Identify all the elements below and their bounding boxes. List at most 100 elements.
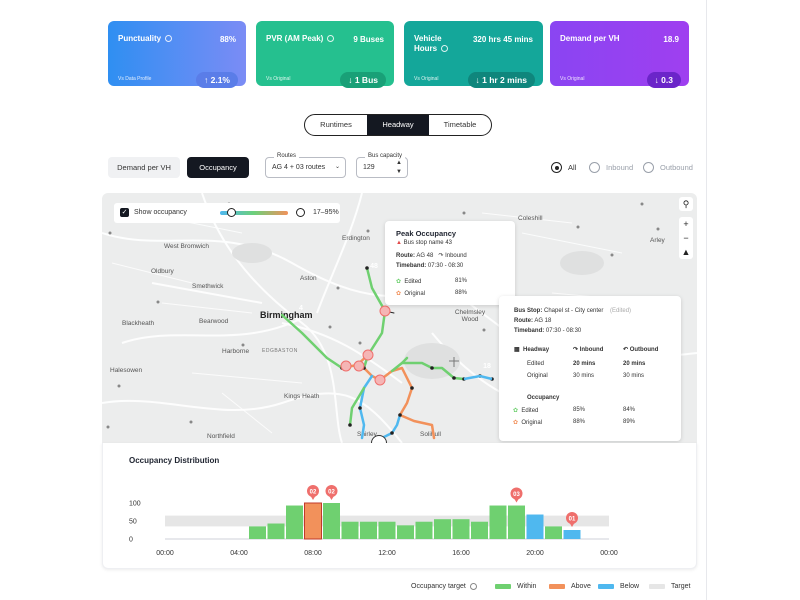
occupancy-bar [545, 526, 562, 539]
map-place: Halesowen [110, 367, 143, 374]
info-icon[interactable] [327, 35, 335, 42]
radio-dot [551, 162, 562, 173]
range-min-handle[interactable] [227, 208, 236, 217]
x-tick-label: 00:00 [156, 550, 174, 557]
search-icon[interactable]: ⚲ [682, 199, 690, 209]
kpi-title: Demand per VH [560, 34, 620, 43]
occupancy-range-slider[interactable] [220, 211, 288, 215]
radio-dot [589, 162, 600, 173]
bus-capacity-label: Bus capacity [365, 152, 406, 161]
target-band [165, 515, 609, 527]
bus-icon: ▦ [514, 347, 520, 353]
x-tick-label: 16:00 [452, 550, 470, 557]
pin-label: 01 [569, 517, 576, 523]
kpi-delta-badge: ↓ 1 Bus [340, 72, 386, 88]
map-place: Chelmsley Wood [454, 309, 486, 323]
stepper-arrows-icon[interactable]: ▲ ▼ [396, 160, 402, 175]
bus-capacity-stepper[interactable]: Bus capacity 129 ▲ ▼ [356, 152, 408, 178]
routes-value: AG 4 + 03 routes [272, 164, 326, 171]
route-label-18[interactable]: 18 [483, 363, 491, 370]
pin-tail [513, 497, 520, 503]
occupancy-header: Occupancy [527, 395, 560, 401]
kpi-card-punctuality[interactable]: Punctuality 88% Vs Data Profile ↑ 2.1% [108, 21, 246, 88]
y-tick-label: 50 [129, 519, 137, 526]
show-occupancy-checkbox[interactable]: ✓ [120, 208, 129, 217]
row-label: ✿ Edited [513, 408, 539, 414]
headway-edited-outbound: 20 mins [623, 361, 646, 367]
headway-header: ▦ Headway [514, 347, 550, 353]
row-label: Original [527, 373, 548, 379]
demand-per-vh-button[interactable]: Demand per VH [108, 157, 180, 178]
zoom-in-icon[interactable]: + [683, 219, 689, 229]
map-controls: ⚲ [679, 197, 693, 211]
outbound-arrow-icon: ↶ [623, 347, 629, 353]
headway-edited-inbound: 20 mins [573, 361, 596, 367]
compass-icon[interactable]: ▲ [681, 247, 691, 257]
kpi-value: 18.9 [663, 35, 679, 44]
direction-radio-all[interactable]: All [551, 162, 576, 173]
x-tick-label: 12:00 [378, 550, 396, 557]
view-tabs: Runtimes Headway Timetable [304, 114, 492, 136]
peak-occupancy-popup: Peak Occupancy ▲ Bus stop name 43 Route:… [385, 221, 515, 305]
legend-swatch [649, 584, 665, 589]
kpi-card-pvr[interactable]: PVR (AM Peak) 9 Buses Vs Original ↓ 1 Bu… [256, 21, 394, 88]
row-label: Edited [527, 361, 545, 367]
kpi-value: 320 hrs 45 mins [472, 35, 533, 44]
routes-select[interactable]: Routes AG 4 + 03 routes ⌄ [265, 152, 346, 178]
map-base [102, 193, 697, 443]
info-icon[interactable] [441, 45, 449, 52]
occupancy-button[interactable]: Occupancy [187, 157, 249, 178]
pin-marker [307, 485, 319, 497]
occupancy-bar [360, 521, 377, 539]
tab-timetable[interactable]: Timetable [443, 120, 477, 129]
kpi-card-demand-per-vh[interactable]: Demand per VH 18.9 Vs Original ↓ 0.3 [550, 21, 689, 88]
outbound-header: ↶ Outbound [623, 347, 659, 353]
map-place: Northfield [207, 433, 235, 440]
map-place: Oldbury [151, 268, 174, 275]
popup-route: Route: AG 48 ↷ Inbound [396, 253, 467, 259]
occupancy-original-outbound: 89% [623, 419, 636, 425]
pin-marker [510, 487, 523, 500]
legend-swatch [549, 584, 565, 589]
info-icon[interactable] [165, 35, 173, 42]
info-icon[interactable] [469, 583, 477, 590]
occupancy-bar [267, 523, 285, 539]
map-place: Aston [300, 275, 317, 282]
popup-stop: Bus Stop: Chapel st - City center (Edite… [514, 308, 632, 314]
walker-icon: ✿ [513, 408, 519, 414]
tab-headway[interactable]: Headway [367, 115, 429, 135]
occupancy-bar [304, 502, 322, 540]
route-map[interactable]: West Bromwich Oldbury Smethwick Blackhea… [102, 193, 697, 443]
legend-swatch [598, 584, 614, 589]
occupancy-bar [452, 519, 470, 539]
zoom-out-icon[interactable]: − [683, 233, 689, 243]
direction-radio-outbound[interactable]: Outbound [643, 162, 693, 173]
radio-dot [643, 162, 654, 173]
popup-edited-row: ✿ Edited [396, 279, 422, 285]
occupancy-bar [563, 530, 581, 539]
divider [706, 0, 707, 600]
map-place: EDGBASTON [262, 348, 298, 354]
map-place: Birmingham [260, 310, 313, 320]
occupancy-distribution-panel: Occupancy Distribution 100 50 0 00:00 04:00 0… [102, 443, 697, 569]
popup-route: Route: AG 18 [514, 318, 552, 324]
kpi-subtitle: Vs Original [414, 76, 439, 82]
range-max-handle[interactable] [296, 208, 305, 217]
bus-stop-popup: Bus Stop: Chapel st - City center (Edite… [499, 296, 681, 441]
kpi-card-vehicle-hours[interactable]: Vehicle Hours 320 hrs 45 mins Vs Origina… [404, 21, 543, 88]
headway-original-outbound: 30 mins [623, 373, 645, 379]
walker-icon: ✿ [396, 291, 402, 297]
route-label-4[interactable]: 4 [299, 305, 303, 312]
show-occupancy-label: Show occupancy [134, 209, 187, 216]
bus-capacity-value: 129 [363, 164, 375, 171]
inbound-arrow-icon: ↷ [438, 253, 444, 259]
tab-runtimes[interactable]: Runtimes [320, 120, 352, 129]
direction-radio-inbound[interactable]: Inbound [589, 162, 633, 173]
popup-edited-value: 81% [455, 278, 468, 284]
route-label-48[interactable]: 48 [370, 263, 378, 270]
kpi-title: Punctuality [118, 34, 173, 44]
occupancy-bar [249, 526, 266, 539]
chevron-down-icon: ⌄ [375, 438, 383, 443]
map-place: Arley [650, 237, 665, 244]
popup-stop: ▲ Bus stop name 43 [396, 240, 452, 246]
